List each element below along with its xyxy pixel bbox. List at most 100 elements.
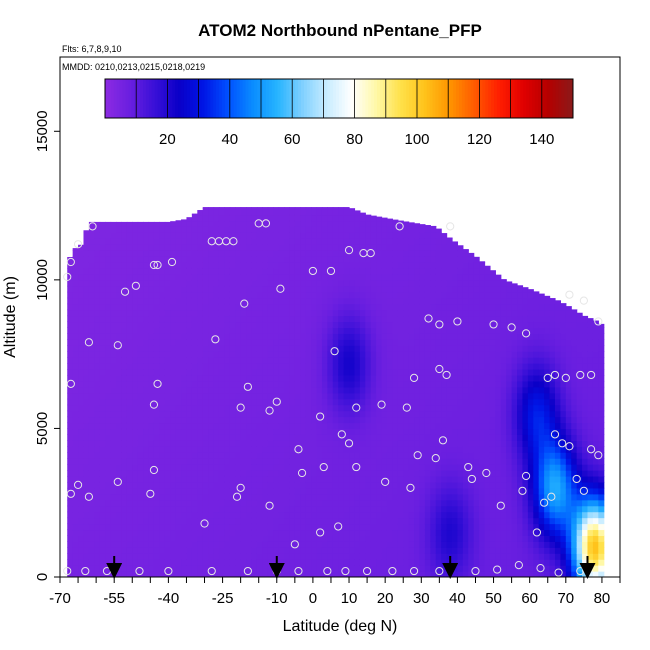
heatmap-cell [300, 493, 307, 501]
heatmap-cell [484, 428, 491, 435]
heatmap-cell [78, 345, 85, 352]
heatmap-cell [121, 547, 128, 554]
heatmap-cell [110, 511, 117, 519]
heatmap-cell [126, 499, 133, 507]
heatmap-cell [435, 315, 442, 323]
heatmap-cell [202, 345, 209, 352]
heatmap-cell [116, 398, 123, 406]
heatmap-cell [88, 475, 95, 483]
heatmap-cell [435, 565, 442, 572]
heatmap-cell [506, 452, 513, 459]
heatmap-cell [370, 487, 377, 495]
heatmap-cell [170, 559, 177, 566]
heatmap-cell [191, 279, 198, 287]
heatmap-cell [67, 559, 74, 566]
heatmap-cell [235, 571, 242, 577]
heatmap-cell [126, 487, 133, 495]
heatmap-cell [229, 505, 236, 513]
heatmap-cell [94, 256, 101, 263]
heatmap-cell [392, 464, 399, 471]
heatmap-cell [99, 285, 106, 293]
heatmap-cell [218, 357, 225, 364]
heatmap-cell [289, 273, 296, 281]
heatmap-cell [316, 499, 323, 507]
heatmap-cell [153, 273, 160, 281]
heatmap-cell [446, 315, 453, 323]
heatmap-cell [116, 357, 123, 364]
heatmap-cell [284, 487, 291, 495]
heatmap-cell [67, 464, 74, 471]
heatmap-cell [105, 475, 112, 483]
heatmap-cell [441, 529, 448, 536]
heatmap-cell [94, 351, 101, 358]
heatmap-cell [197, 250, 204, 257]
heatmap-cell [354, 571, 361, 577]
heatmap-cell [256, 511, 263, 519]
heatmap-cell [457, 256, 464, 263]
heatmap-cell [517, 547, 524, 554]
heatmap-cell [403, 428, 410, 435]
heatmap-cell [441, 386, 448, 394]
heatmap-cell [370, 517, 377, 525]
heatmap-cell [197, 315, 204, 323]
heatmap-cell [94, 232, 101, 239]
heatmap-cell [110, 493, 117, 501]
heatmap-cell [338, 511, 345, 519]
heatmap-cell [484, 553, 491, 560]
heatmap-cell [132, 333, 139, 340]
heatmap-cell [321, 250, 328, 257]
heatmap-cell [495, 475, 502, 483]
heatmap-cell [229, 303, 236, 311]
heatmap-cell [235, 357, 242, 364]
heatmap-cell [484, 321, 491, 328]
heatmap-cell [83, 351, 90, 358]
heatmap-cell [121, 475, 128, 483]
heatmap-cell [170, 221, 177, 227]
heatmap-cell [338, 517, 345, 525]
heatmap-cell [148, 452, 155, 459]
heatmap-cell [484, 345, 491, 352]
heatmap-cell [489, 270, 496, 275]
heatmap-cell [468, 547, 475, 554]
heatmap-cell [408, 267, 415, 275]
heatmap-cell [294, 303, 301, 311]
heatmap-cell [202, 297, 209, 305]
heatmap-cell [137, 333, 144, 340]
heatmap-cell [338, 285, 345, 293]
heatmap-cell [419, 511, 426, 519]
heatmap-cell [397, 220, 404, 227]
heatmap-cell [381, 232, 388, 239]
heatmap-cell [489, 464, 496, 471]
heatmap-cell [343, 416, 350, 424]
heatmap-cell [311, 309, 318, 317]
heatmap-cell [110, 398, 117, 406]
heatmap-cell [273, 529, 280, 536]
heatmap-cell [446, 273, 453, 281]
heatmap-cell [273, 475, 280, 483]
heatmap-cell [327, 434, 334, 441]
heatmap-cell [278, 505, 285, 513]
heatmap-cell [517, 571, 524, 577]
heatmap-cell [164, 232, 171, 239]
heatmap-cell [126, 221, 133, 227]
heatmap-cell [224, 541, 231, 548]
heatmap-cell [170, 256, 177, 263]
heatmap-cell [300, 392, 307, 400]
heatmap-cell [213, 434, 220, 441]
heatmap-cell [359, 434, 366, 441]
heatmap-cell [278, 458, 285, 465]
heatmap-cell [229, 345, 236, 352]
heatmap-cell [349, 345, 356, 352]
heatmap-cell [354, 428, 361, 435]
heatmap-cell [435, 416, 442, 424]
heatmap-cell [126, 238, 133, 245]
heatmap-cell [386, 392, 393, 400]
heatmap-cell [517, 493, 524, 501]
heatmap-cell [424, 345, 431, 352]
heatmap-cell [414, 428, 421, 435]
heatmap-cell [376, 220, 383, 227]
heatmap-cell [316, 321, 323, 328]
heatmap-cell [430, 517, 437, 525]
heatmap-cell [213, 309, 220, 317]
heatmap-cell [294, 416, 301, 424]
